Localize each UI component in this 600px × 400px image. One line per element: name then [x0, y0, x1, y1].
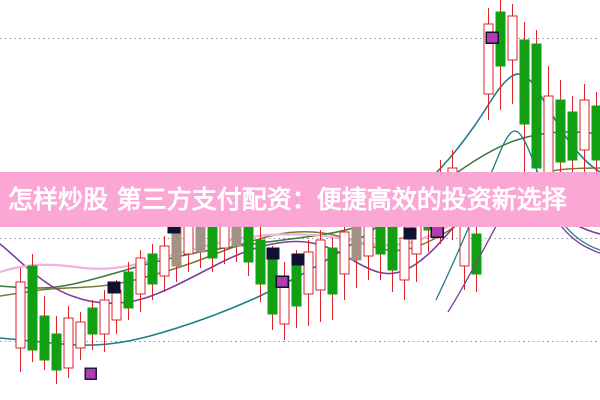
overlay-banner: 怎样炒股 第三方支付配资：便捷高效的投资新选择 [0, 172, 600, 227]
marker-magenta [430, 225, 444, 238]
candle [327, 238, 338, 320]
marker-navy [266, 247, 280, 260]
candle [75, 312, 86, 360]
candle [87, 300, 98, 350]
marker-magenta [84, 367, 97, 380]
candle [159, 236, 170, 292]
candle [519, 22, 530, 196]
candle [483, 8, 494, 120]
candle [591, 92, 600, 186]
candle [15, 268, 26, 372]
marker-navy [275, 275, 289, 288]
banner-title: 怎样炒股 第三方支付配资：便捷高效的投资新选择 [8, 185, 567, 214]
candle [123, 262, 134, 320]
candle [255, 222, 266, 302]
candle [507, 4, 518, 104]
candle [39, 296, 50, 370]
candle [63, 306, 74, 378]
marker-navy [403, 227, 417, 240]
candle [27, 254, 38, 362]
marker-magenta [485, 31, 499, 44]
candle [99, 290, 110, 352]
candle [579, 84, 590, 178]
candle [147, 244, 158, 300]
candle [51, 316, 62, 384]
candlestick-series [15, 0, 600, 384]
candle [135, 250, 146, 312]
candle [339, 222, 350, 300]
marker-navy [107, 281, 121, 294]
marker-navy [291, 253, 305, 266]
candle [567, 96, 578, 182]
candle [303, 240, 314, 326]
candle [555, 80, 566, 190]
candle [315, 230, 326, 322]
